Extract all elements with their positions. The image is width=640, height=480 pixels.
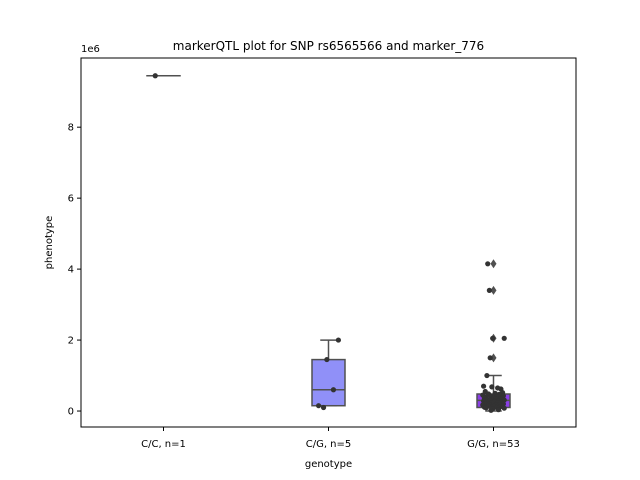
box-CG	[311, 358, 346, 407]
y-offset-label: 1e6	[81, 44, 100, 55]
data-point	[152, 73, 158, 79]
data-point	[490, 335, 496, 341]
x-tick-label: G/G, n=53	[467, 439, 520, 450]
y-axis-label: phenotype	[44, 216, 55, 270]
y-tick-label: 2	[68, 336, 74, 347]
data-point	[324, 356, 330, 363]
data-point	[487, 355, 493, 361]
chart-title: markerQTL plot for SNP rs6565566 and mar…	[173, 39, 484, 53]
data-point	[481, 383, 487, 389]
data-point	[330, 387, 337, 393]
data-point	[486, 287, 492, 293]
outlier-marker	[490, 259, 497, 269]
y-tick-label: 0	[68, 407, 74, 418]
data-point	[316, 403, 322, 409]
plot-area: 0 2 4 6 8 C/C, n=1 C/G, n=5 G/G, n=53	[68, 57, 577, 450]
data-point	[488, 407, 494, 413]
y-tick-label: 6	[68, 194, 74, 205]
data-point	[484, 372, 490, 379]
data-point	[495, 407, 502, 413]
data-point	[320, 404, 327, 411]
data-point	[489, 384, 495, 390]
data-point	[485, 261, 491, 267]
outlier-marker	[490, 353, 497, 363]
x-tick-label: C/C, n=1	[141, 439, 186, 450]
data-point	[501, 335, 507, 341]
outlier-marker	[490, 285, 497, 295]
y-tick-label: 4	[68, 265, 74, 276]
x-tick-label: C/G, n=5	[306, 439, 352, 450]
data-point	[501, 405, 507, 411]
y-tick-label: 8	[68, 123, 74, 134]
data-point	[335, 337, 341, 343]
data-point	[483, 405, 489, 411]
x-axis-label: genotype	[305, 459, 352, 470]
